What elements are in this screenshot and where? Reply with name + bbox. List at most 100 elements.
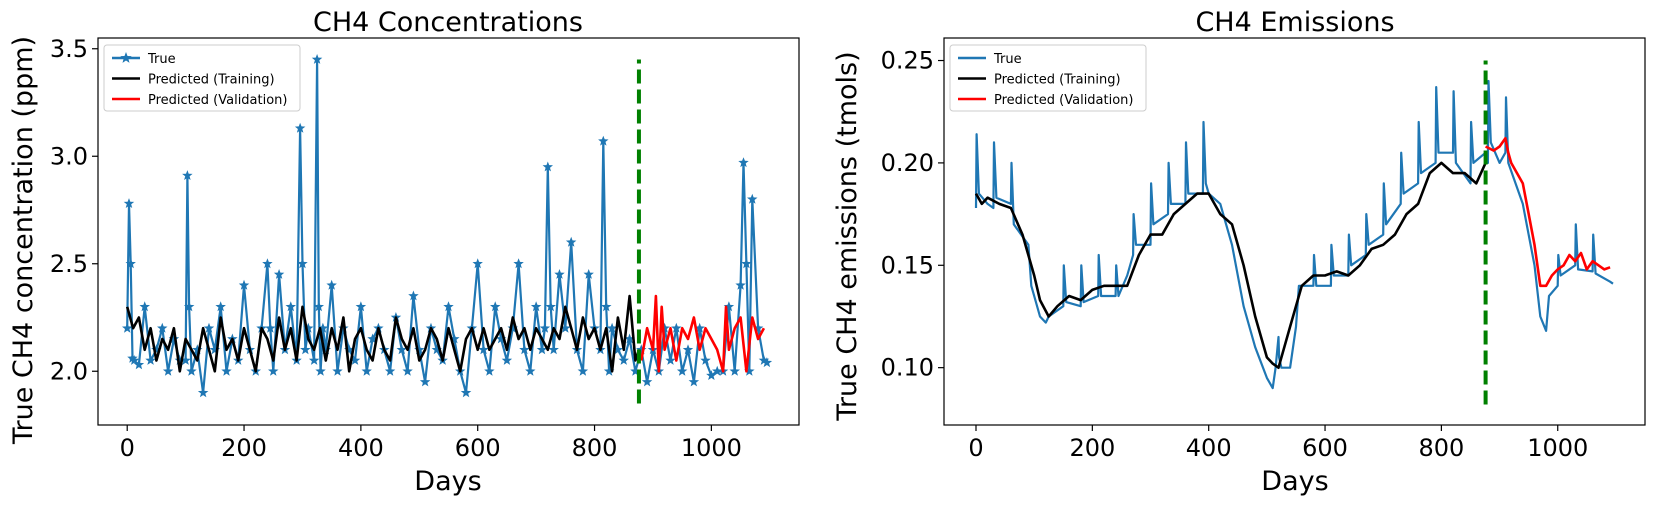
data-point-marker: [723, 301, 735, 312]
data-point-marker: [344, 344, 355, 355]
plot-area: [974, 60, 1614, 405]
data-point-marker: [265, 322, 276, 333]
x-tick-label: 400: [1186, 434, 1232, 462]
data-point-marker: [612, 344, 624, 355]
x-tick-label: 600: [1302, 434, 1348, 462]
data-point-marker: [315, 365, 326, 376]
x-tick-label: 400: [338, 434, 384, 462]
data-point-marker: [355, 301, 367, 312]
data-point-marker: [133, 359, 145, 370]
data-point-marker: [300, 344, 311, 355]
data-point-marker: [180, 355, 191, 365]
data-point-marker: [530, 301, 542, 312]
data-point-marker: [408, 290, 419, 301]
data-point-marker: [507, 322, 518, 333]
data-point-marker: [443, 301, 454, 312]
data-point-marker: [641, 376, 653, 387]
data-point-marker: [542, 161, 553, 172]
legend-box: [103, 44, 301, 112]
data-point-marker: [747, 193, 758, 204]
data-point-marker: [478, 344, 489, 355]
data-point-marker: [659, 322, 670, 333]
series-predicted-training-line: [125, 294, 641, 373]
series-true-line: [974, 79, 1614, 390]
data-point-marker: [665, 355, 676, 365]
data-point-marker: [671, 322, 682, 333]
data-point-marker: [636, 344, 647, 355]
series-predicted-validation-line: [640, 294, 766, 373]
data-point-marker: [603, 365, 615, 376]
data-point-marker: [209, 344, 221, 355]
data-point-marker: [565, 236, 577, 247]
chart-left: CH4 Concentrations Days True CH4 concent…: [8, 7, 800, 497]
data-point-marker: [221, 365, 232, 376]
data-point-marker: [700, 355, 711, 365]
series-predicted-validation-line: [1485, 137, 1611, 288]
data-point-marker: [367, 333, 378, 344]
legend-label: True: [147, 52, 176, 67]
data-point-marker: [536, 344, 548, 355]
data-point-marker: [560, 322, 571, 333]
data-point-marker: [729, 365, 740, 376]
data-point-marker: [513, 258, 524, 269]
y-tick-label: 3.0: [50, 142, 88, 170]
legend-label: Predicted (Validation): [994, 93, 1134, 108]
data-point-marker: [122, 322, 133, 333]
legend-label: True: [993, 52, 1022, 67]
data-point-marker: [168, 333, 180, 344]
y-tick-label: 0.15: [881, 251, 934, 279]
axes-frame: [943, 37, 1646, 426]
data-point-marker: [215, 301, 226, 312]
data-point-marker: [618, 355, 629, 365]
data-point-marker: [525, 365, 536, 376]
data-point-marker: [624, 333, 635, 344]
data-point-marker: [495, 333, 507, 344]
data-point-marker: [519, 344, 530, 355]
x-tick-label: 1000: [681, 434, 742, 462]
data-point-marker: [548, 344, 559, 355]
data-point-marker: [694, 322, 705, 333]
legend-box: [949, 44, 1147, 112]
data-point-marker: [598, 135, 609, 146]
data-point-marker: [308, 355, 320, 365]
data-point-marker: [712, 365, 723, 376]
data-point-marker: [744, 365, 755, 376]
data-point-marker: [157, 322, 168, 333]
data-point-marker: [183, 301, 195, 312]
data-point-marker: [127, 352, 138, 363]
data-point-marker: [554, 269, 565, 279]
legend-marker: [120, 52, 132, 63]
data-point-marker: [484, 365, 495, 376]
data-point-marker: [273, 269, 285, 279]
data-point-marker: [741, 258, 752, 269]
x-tick-label: 200: [221, 434, 267, 462]
data-point-marker: [431, 344, 442, 355]
data-point-marker: [419, 376, 431, 387]
data-point-marker: [332, 365, 343, 376]
data-point-marker: [682, 344, 694, 355]
data-point-marker: [501, 355, 513, 365]
data-point-marker: [472, 258, 483, 269]
legend-label: Predicted (Training): [994, 73, 1121, 88]
data-point-marker: [317, 322, 329, 333]
chart-right: CH4 Emissions Days True CH4 emissions (t…: [832, 7, 1646, 497]
data-point-marker: [123, 198, 135, 208]
x-tick-label: 0: [120, 434, 135, 462]
y-tick-label: 2.5: [50, 250, 88, 278]
data-point-marker: [294, 122, 306, 133]
data-point-marker: [601, 301, 612, 312]
data-point-marker: [303, 322, 314, 333]
data-point-marker: [735, 279, 746, 290]
data-point-marker: [320, 344, 332, 355]
data-point-marker: [361, 365, 372, 376]
y-tick-label: 3.5: [50, 35, 88, 63]
data-point-marker: [285, 301, 296, 312]
x-tick-label: 600: [455, 434, 501, 462]
data-point-marker: [238, 279, 250, 290]
x-axis-label: Days: [1261, 466, 1328, 497]
data-point-marker: [151, 344, 162, 355]
data-point-marker: [539, 322, 551, 333]
data-point-marker: [203, 322, 215, 333]
data-point-marker: [630, 365, 641, 376]
y-tick-label: 0.20: [881, 149, 934, 177]
